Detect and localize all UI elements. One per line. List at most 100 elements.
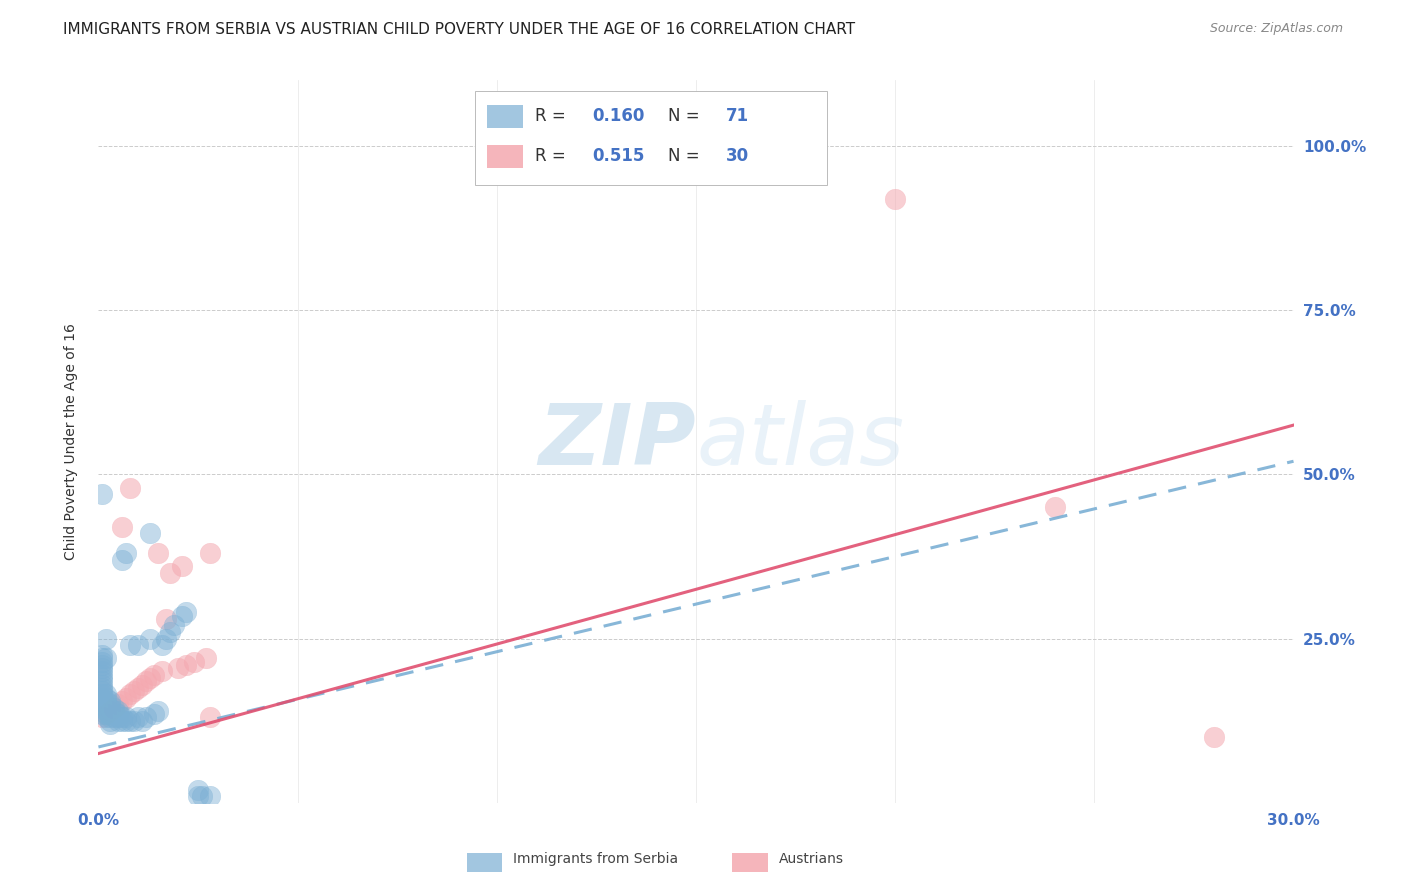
Point xyxy=(120,638,142,652)
Point xyxy=(183,655,205,669)
Point xyxy=(91,694,114,708)
Point xyxy=(98,704,122,718)
Point xyxy=(103,707,125,722)
Point xyxy=(96,694,118,708)
Point xyxy=(107,707,129,722)
Point xyxy=(91,657,114,672)
Point xyxy=(98,694,122,708)
Point xyxy=(103,710,125,724)
Point xyxy=(172,559,194,574)
Point xyxy=(96,707,118,722)
Point xyxy=(111,694,134,708)
FancyBboxPatch shape xyxy=(475,91,827,185)
Point xyxy=(198,546,221,560)
Text: R =: R = xyxy=(534,107,571,126)
Point xyxy=(98,698,122,712)
Y-axis label: Child Poverty Under the Age of 16: Child Poverty Under the Age of 16 xyxy=(63,323,77,560)
Point xyxy=(91,690,114,705)
Point xyxy=(127,681,149,695)
Point xyxy=(139,632,162,646)
Point xyxy=(96,704,118,718)
Point xyxy=(172,608,194,623)
Point xyxy=(98,714,122,728)
Point xyxy=(120,714,142,728)
Point xyxy=(96,690,118,705)
Point xyxy=(167,661,190,675)
Point xyxy=(96,632,118,646)
Point xyxy=(150,638,173,652)
Point xyxy=(155,612,177,626)
Point xyxy=(148,704,170,718)
Text: ZIP: ZIP xyxy=(538,400,696,483)
Point xyxy=(96,651,118,665)
Point xyxy=(91,700,114,714)
Point xyxy=(111,714,134,728)
Point xyxy=(120,687,142,701)
Point xyxy=(96,687,118,701)
Point xyxy=(127,638,149,652)
Point xyxy=(143,707,166,722)
FancyBboxPatch shape xyxy=(486,105,523,128)
Point xyxy=(96,698,118,712)
Point xyxy=(103,704,125,718)
Point xyxy=(107,698,129,712)
Point xyxy=(191,789,214,804)
Point xyxy=(1043,500,1066,515)
Text: N =: N = xyxy=(668,147,706,165)
Point xyxy=(139,671,162,685)
Point xyxy=(884,192,907,206)
FancyBboxPatch shape xyxy=(486,145,523,168)
Text: IMMIGRANTS FROM SERBIA VS AUSTRIAN CHILD POVERTY UNDER THE AGE OF 16 CORRELATION: IMMIGRANTS FROM SERBIA VS AUSTRIAN CHILD… xyxy=(63,22,855,37)
Point xyxy=(148,546,170,560)
Point xyxy=(96,710,118,724)
Point xyxy=(91,651,114,665)
Point xyxy=(198,710,221,724)
Text: 30: 30 xyxy=(725,147,749,165)
Point xyxy=(159,566,181,580)
Point xyxy=(91,671,114,685)
FancyBboxPatch shape xyxy=(467,853,502,872)
Point xyxy=(198,789,221,804)
Point xyxy=(103,700,125,714)
Point xyxy=(135,710,157,724)
Point xyxy=(91,707,114,722)
Text: Source: ZipAtlas.com: Source: ZipAtlas.com xyxy=(1209,22,1343,36)
Point xyxy=(187,789,209,804)
Text: atlas: atlas xyxy=(696,400,904,483)
Point xyxy=(143,667,166,681)
Point xyxy=(91,684,114,698)
Point xyxy=(115,714,138,728)
Point xyxy=(91,677,114,691)
Point xyxy=(96,700,118,714)
Point xyxy=(131,714,153,728)
Point xyxy=(124,714,146,728)
Point xyxy=(187,782,209,797)
Text: 71: 71 xyxy=(725,107,749,126)
Text: R =: R = xyxy=(534,147,571,165)
Point xyxy=(98,707,122,722)
Point xyxy=(115,710,138,724)
Point xyxy=(195,651,218,665)
Point xyxy=(1202,730,1225,744)
Point xyxy=(91,661,114,675)
Point xyxy=(91,681,114,695)
Point xyxy=(91,487,114,501)
Point xyxy=(98,700,122,714)
Point xyxy=(91,667,114,681)
Point xyxy=(139,526,162,541)
Point xyxy=(124,684,146,698)
Point xyxy=(111,553,134,567)
Point xyxy=(91,674,114,689)
Point xyxy=(98,710,122,724)
Point xyxy=(159,625,181,640)
Point xyxy=(111,520,134,534)
Point xyxy=(150,665,173,679)
Point xyxy=(120,481,142,495)
Point xyxy=(91,710,114,724)
Point xyxy=(155,632,177,646)
Point xyxy=(91,665,114,679)
FancyBboxPatch shape xyxy=(733,853,768,872)
Text: Immigrants from Serbia: Immigrants from Serbia xyxy=(513,852,678,866)
Point xyxy=(91,655,114,669)
Point xyxy=(115,690,138,705)
